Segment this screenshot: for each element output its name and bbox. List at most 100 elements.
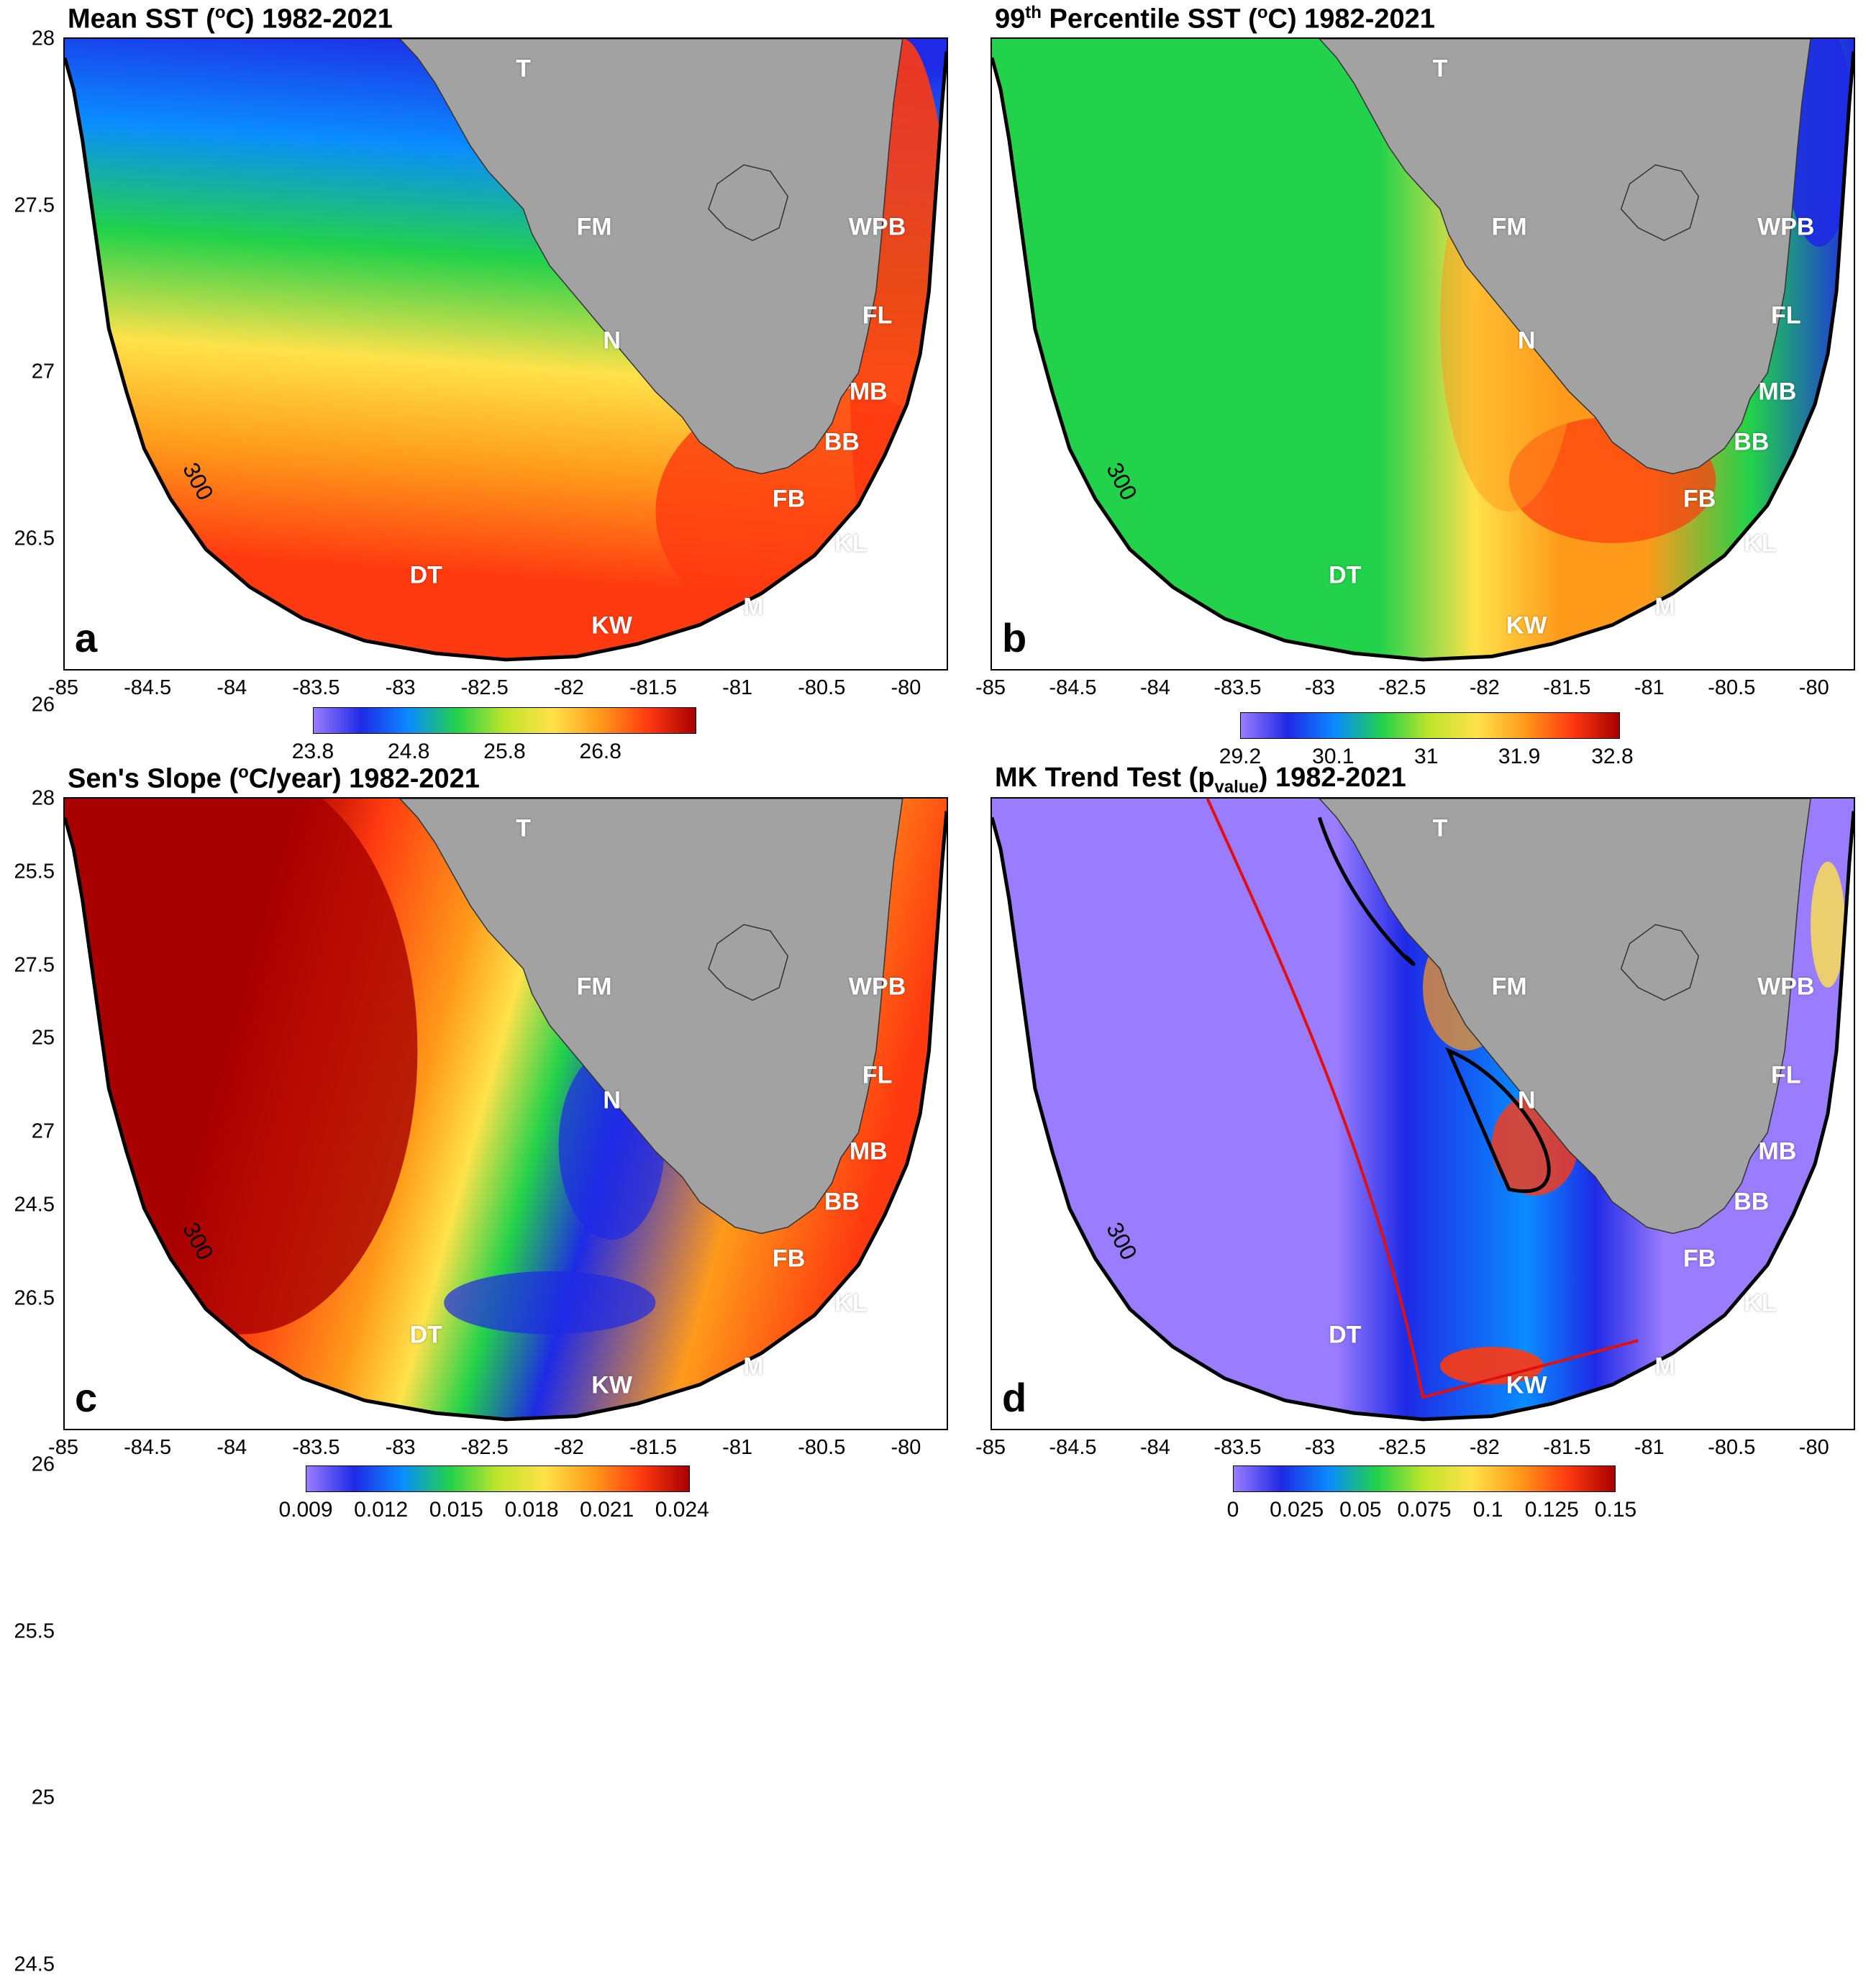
city-label-kw: KW	[1506, 1371, 1547, 1399]
colorbar-tick-label: 0.125	[1524, 1498, 1579, 1522]
city-label-dt: DT	[1329, 1321, 1362, 1349]
city-label-kw: KW	[591, 1371, 632, 1399]
x-tick-label: -83.5	[1214, 676, 1262, 699]
city-label-fm: FM	[1491, 213, 1527, 241]
colorbar-tick-label: 0.018	[504, 1498, 559, 1522]
colorbar-tick-label: 23.8	[291, 740, 334, 763]
city-label-n: N	[603, 327, 621, 355]
x-tick-label: -80.5	[798, 676, 846, 699]
x-tick-label: -82.5	[460, 676, 509, 699]
colorbar-tick-label: 0.015	[429, 1498, 483, 1522]
city-label-m: M	[1654, 593, 1675, 621]
colorbar-tick-label: 32.8	[1591, 745, 1634, 768]
x-tick-label: -85	[975, 1436, 1006, 1459]
x-tick-label: -84.5	[124, 676, 172, 699]
colorbar-tick-label: 26.8	[579, 740, 621, 763]
city-label-dt: DT	[409, 561, 442, 589]
y-tick-label: 26.5	[14, 527, 55, 550]
y-tick-label: 24.5	[14, 1953, 55, 1976]
y-tick-label: 27.5	[14, 953, 55, 977]
map-d	[991, 797, 1855, 1430]
x-tick-label: -83	[385, 676, 416, 699]
city-label-wpb: WPB	[848, 973, 906, 1001]
colorbar-tick-label: 0	[1226, 1498, 1239, 1522]
city-label-bb: BB	[1734, 428, 1770, 456]
x-tick-label: -82.5	[460, 1436, 509, 1459]
x-tick-label: -81.5	[1543, 1436, 1591, 1459]
x-tick-label: -80	[891, 676, 921, 699]
panel-title: 99th Percentile SST (oC) 1982-2021	[995, 3, 1435, 35]
x-tick-label: -84	[1139, 676, 1170, 699]
florida-land	[399, 799, 903, 1235]
x-tick-label: -82	[1469, 676, 1500, 699]
colorbar-tick-label: 0.009	[278, 1498, 333, 1522]
city-label-wpb: WPB	[848, 213, 906, 241]
x-tick-label: -80.5	[1708, 1436, 1756, 1459]
x-tick-label: -85	[48, 1436, 78, 1459]
x-tick-label: -81	[722, 676, 753, 699]
city-label-t: T	[1432, 814, 1448, 842]
city-label-m: M	[743, 1353, 764, 1381]
y-tick-label: 27	[31, 1119, 55, 1143]
colorbar-tick-label: 0.012	[354, 1498, 409, 1522]
city-label-bb: BB	[1734, 1188, 1770, 1216]
city-label-fl: FL	[862, 1061, 893, 1089]
city-label-fl: FL	[1771, 301, 1801, 330]
isobath-300m	[992, 51, 1854, 662]
city-label-n: N	[1517, 1086, 1536, 1114]
map-b	[991, 37, 1855, 671]
colorbar-tick-label: 0.05	[1339, 1498, 1382, 1522]
y-tick-label: 26.5	[14, 1286, 55, 1310]
x-tick-label: -83	[1304, 676, 1335, 699]
x-tick-label: -84	[1139, 1436, 1170, 1459]
panel-letter: b	[1002, 615, 1027, 660]
city-label-kl: KL	[834, 1289, 868, 1317]
colorbar-tick-label: 0.024	[655, 1498, 709, 1522]
x-tick-label: -81.5	[1543, 676, 1591, 699]
city-label-t: T	[1432, 55, 1448, 83]
colorbar-tick-label: 0.1	[1472, 1498, 1503, 1522]
x-tick-label: -80.5	[798, 1436, 846, 1459]
city-label-kl: KL	[1744, 1289, 1777, 1317]
city-label-fb: FB	[1683, 485, 1716, 513]
colorbar-tick-label: 30.1	[1312, 745, 1354, 768]
colorbar-tick-label: 0.025	[1270, 1498, 1324, 1522]
isobath-300m	[65, 51, 947, 662]
city-label-t: T	[516, 55, 531, 83]
x-tick-label: -85	[48, 676, 78, 699]
panel-letter: a	[75, 615, 98, 660]
y-tick-label: 26	[31, 693, 55, 717]
city-label-mb: MB	[1758, 1137, 1797, 1165]
y-tick-label: 25.5	[14, 1619, 55, 1643]
colorbar-a	[313, 707, 696, 734]
x-tick-label: -85	[975, 676, 1006, 699]
colorbar-tick-label: 0.15	[1594, 1498, 1637, 1522]
panel-title: Mean SST (oC) 1982-2021	[68, 3, 393, 35]
city-label-mb: MB	[849, 1137, 888, 1165]
y-tick-label: 27	[31, 360, 55, 383]
x-tick-label: -84.5	[1049, 676, 1097, 699]
x-tick-label: -82	[553, 1436, 584, 1459]
y-tick-label: 25	[31, 1026, 55, 1050]
city-label-fl: FL	[1771, 1061, 1801, 1089]
colorbar-tick-label: 0.021	[580, 1498, 634, 1522]
colorbar-tick-label: 24.8	[388, 740, 430, 763]
city-label-t: T	[516, 814, 531, 842]
city-label-dt: DT	[1329, 561, 1362, 589]
colorbar-tick-label: 31.9	[1498, 745, 1541, 768]
city-label-bb: BB	[824, 428, 860, 456]
x-tick-label: -82.5	[1378, 676, 1426, 699]
y-tick-label: 27.5	[14, 194, 55, 217]
florida-land	[399, 39, 903, 475]
florida-land	[1319, 799, 1811, 1235]
panel-title: MK Trend Test (pvalue) 1982-2021	[995, 763, 1406, 797]
city-label-fm: FM	[1491, 973, 1527, 1001]
city-label-kw: KW	[591, 612, 632, 640]
city-label-kl: KL	[1744, 530, 1777, 558]
city-label-fb: FB	[772, 1245, 806, 1273]
isobath-300m	[65, 811, 947, 1422]
city-label-n: N	[603, 1086, 621, 1114]
city-label-wpb: WPB	[1757, 213, 1815, 241]
x-tick-label: -84	[217, 1436, 247, 1459]
panel-letter: d	[1002, 1375, 1027, 1420]
